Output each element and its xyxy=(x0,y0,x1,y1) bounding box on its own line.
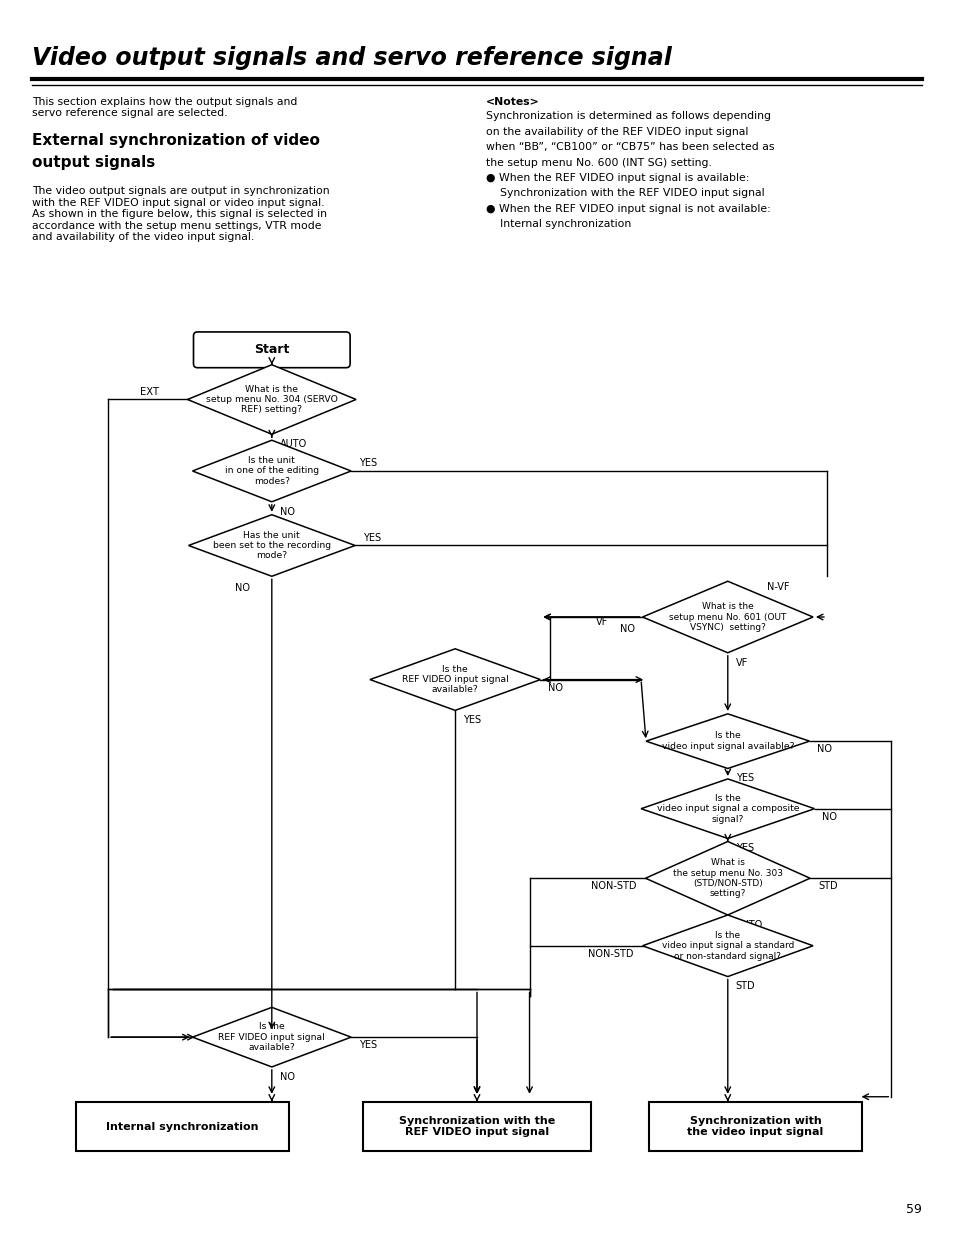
Text: External synchronization of video: External synchronization of video xyxy=(31,133,319,148)
Text: Synchronization with the
REF VIDEO input signal: Synchronization with the REF VIDEO input… xyxy=(398,1115,555,1137)
Text: STD: STD xyxy=(735,982,755,992)
Text: <Notes>: <Notes> xyxy=(485,96,539,106)
Text: AUTO: AUTO xyxy=(279,440,307,450)
Polygon shape xyxy=(189,515,355,577)
Text: Synchronization is determined as follows depending: Synchronization is determined as follows… xyxy=(485,111,770,121)
Polygon shape xyxy=(370,648,539,710)
Text: output signals: output signals xyxy=(31,156,155,170)
Text: What is the
setup menu No. 304 (SERVO
REF) setting?: What is the setup menu No. 304 (SERVO RE… xyxy=(206,384,337,415)
Text: the setup menu No. 600 (INT SG) setting.: the setup menu No. 600 (INT SG) setting. xyxy=(485,158,711,168)
Polygon shape xyxy=(642,915,812,977)
Text: 59: 59 xyxy=(905,1203,922,1216)
Text: NO: NO xyxy=(279,1072,294,1082)
Text: Video output signals and servo reference signal: Video output signals and servo reference… xyxy=(31,46,671,70)
Text: Synchronization with
the video input signal: Synchronization with the video input sig… xyxy=(687,1115,822,1137)
Text: Has the unit
been set to the recording
mode?: Has the unit been set to the recording m… xyxy=(213,531,331,561)
Text: Is the unit
in one of the editing
modes?: Is the unit in one of the editing modes? xyxy=(225,456,318,485)
Text: Synchronization with the REF VIDEO input signal: Synchronization with the REF VIDEO input… xyxy=(485,189,763,199)
Text: NON-STD: NON-STD xyxy=(587,948,633,958)
Text: What is the
setup menu No. 601 (OUT
VSYNC)  setting?: What is the setup menu No. 601 (OUT VSYN… xyxy=(668,603,785,632)
Text: NO: NO xyxy=(618,624,634,634)
Text: Start: Start xyxy=(253,343,289,357)
Text: The video output signals are output in synchronization
with the REF VIDEO input : The video output signals are output in s… xyxy=(31,186,329,242)
Text: ● When the REF VIDEO input signal is available:: ● When the REF VIDEO input signal is ava… xyxy=(485,173,748,183)
Text: NO: NO xyxy=(279,506,294,516)
Polygon shape xyxy=(193,440,351,501)
Polygon shape xyxy=(188,364,355,435)
Text: AUTO: AUTO xyxy=(735,920,762,930)
Text: YES: YES xyxy=(363,532,381,542)
Text: ● When the REF VIDEO input signal is not available:: ● When the REF VIDEO input signal is not… xyxy=(485,204,770,214)
Text: Is the
video input signal available?: Is the video input signal available? xyxy=(660,731,793,751)
Polygon shape xyxy=(640,779,814,839)
Text: NO: NO xyxy=(821,811,837,821)
Text: Is the
video input signal a composite
signal?: Is the video input signal a composite si… xyxy=(656,794,799,824)
Text: VF: VF xyxy=(735,658,747,668)
Text: Is the
REF VIDEO input signal
available?: Is the REF VIDEO input signal available? xyxy=(218,1023,325,1052)
Text: NO: NO xyxy=(817,745,832,755)
Text: on the availability of the REF VIDEO input signal: on the availability of the REF VIDEO inp… xyxy=(485,127,747,137)
Polygon shape xyxy=(642,582,812,653)
Text: YES: YES xyxy=(735,773,753,783)
Text: This section explains how the output signals and
servo reference signal are sele: This section explains how the output sig… xyxy=(31,96,297,119)
Text: NO: NO xyxy=(234,583,250,593)
Text: YES: YES xyxy=(358,458,376,468)
Text: YES: YES xyxy=(358,1040,376,1050)
Text: Internal synchronization: Internal synchronization xyxy=(485,219,631,230)
Polygon shape xyxy=(645,714,809,768)
Text: Is the
REF VIDEO input signal
available?: Is the REF VIDEO input signal available? xyxy=(401,664,508,694)
Text: YES: YES xyxy=(462,715,480,725)
Bar xyxy=(76,1102,289,1151)
Text: Internal synchronization: Internal synchronization xyxy=(106,1121,258,1131)
Text: N-VF: N-VF xyxy=(766,582,788,593)
Text: Is the
video input signal a standard
or non-standard signal?: Is the video input signal a standard or … xyxy=(661,931,793,961)
Text: NON-STD: NON-STD xyxy=(590,882,636,892)
Text: EXT: EXT xyxy=(140,387,159,396)
Polygon shape xyxy=(193,1008,351,1067)
Text: What is
the setup menu No. 303
(STD/NON-STD)
setting?: What is the setup menu No. 303 (STD/NON-… xyxy=(672,858,782,898)
Bar xyxy=(648,1102,862,1151)
Text: YES: YES xyxy=(735,844,753,853)
FancyBboxPatch shape xyxy=(193,332,350,368)
Text: STD: STD xyxy=(817,882,837,892)
Text: when “BB”, “CB100” or “CB75” has been selected as: when “BB”, “CB100” or “CB75” has been se… xyxy=(485,142,774,152)
Text: VF: VF xyxy=(595,618,607,627)
Polygon shape xyxy=(645,841,809,915)
Bar xyxy=(363,1102,590,1151)
Text: NO: NO xyxy=(548,683,563,693)
